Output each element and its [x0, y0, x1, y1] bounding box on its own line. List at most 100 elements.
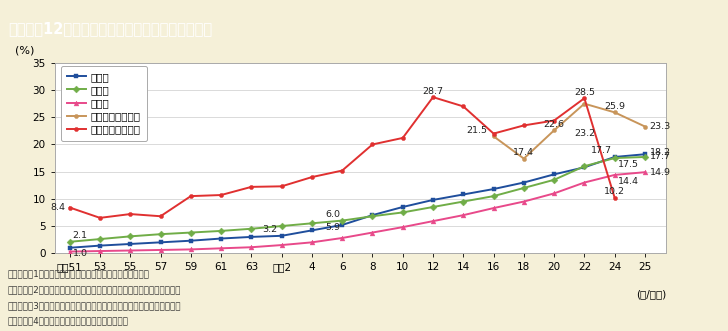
新司法試験合格者 — [550, 128, 558, 132]
Text: 3．検察官，司法試験合格者については法務省資料より作成。: 3．検察官，司法試験合格者については法務省資料より作成。 — [7, 301, 181, 310]
検察官 — [368, 231, 377, 235]
裁判官 — [520, 180, 529, 184]
裁判官 — [157, 240, 165, 244]
裁判官 — [186, 239, 195, 243]
検察官 — [307, 240, 316, 244]
弁護士 — [307, 221, 316, 225]
旧司法試験合格者 — [459, 104, 467, 108]
Text: 6.0: 6.0 — [325, 210, 341, 219]
Text: 17.5: 17.5 — [617, 160, 638, 169]
Text: 18.2: 18.2 — [649, 148, 670, 157]
旧司法試験合格者 — [429, 95, 438, 99]
裁判官 — [459, 193, 467, 197]
裁判官 — [217, 237, 226, 241]
検察官 — [429, 219, 438, 223]
検察官 — [610, 173, 619, 177]
Text: (年/年度): (年/年度) — [636, 289, 666, 299]
Text: 10.2: 10.2 — [604, 187, 625, 196]
弁護士 — [126, 234, 135, 238]
Text: １－１－12図　司法分野における女性割合の推移: １－１－12図 司法分野における女性割合の推移 — [9, 21, 213, 36]
旧司法試験合格者 — [217, 193, 226, 197]
Text: 8.4: 8.4 — [50, 203, 66, 212]
弁護士 — [429, 205, 438, 209]
検察官 — [247, 245, 256, 249]
旧司法試験合格者 — [398, 136, 407, 140]
検察官 — [459, 213, 467, 217]
裁判官 — [580, 165, 589, 169]
裁判官 — [641, 152, 649, 156]
旧司法試験合格者 — [307, 175, 316, 179]
Line: 弁護士: 弁護士 — [67, 155, 647, 244]
弁護士 — [217, 229, 226, 233]
旧司法試験合格者 — [157, 214, 165, 218]
旧司法試験合格者 — [186, 194, 195, 198]
Text: 4．司法試験合格者は各年度のデータ。: 4．司法試験合格者は各年度のデータ。 — [7, 316, 128, 325]
弁護士 — [580, 164, 589, 168]
Text: （備考）　1．裁判官については最高裁判所資料より作成。: （備考） 1．裁判官については最高裁判所資料より作成。 — [7, 270, 149, 279]
弁護士 — [277, 224, 286, 228]
裁判官 — [550, 172, 558, 176]
裁判官 — [247, 235, 256, 239]
旧司法試験合格者 — [95, 216, 104, 220]
裁判官 — [368, 213, 377, 217]
裁判官 — [277, 234, 286, 238]
弁護士 — [489, 194, 498, 198]
裁判官 — [489, 187, 498, 191]
弁護士 — [368, 214, 377, 218]
裁判官 — [307, 228, 316, 232]
弁護士 — [247, 227, 256, 231]
検察官 — [217, 246, 226, 250]
Text: 17.7: 17.7 — [649, 153, 670, 162]
裁判官 — [429, 198, 438, 202]
Text: 23.2: 23.2 — [574, 129, 595, 138]
新司法試験合格者 — [489, 134, 498, 138]
弁護士 — [398, 211, 407, 214]
Text: 1.0: 1.0 — [73, 250, 88, 259]
Line: 旧司法試験合格者: 旧司法試験合格者 — [68, 95, 617, 220]
Text: 3.2: 3.2 — [262, 225, 277, 234]
新司法試験合格者 — [580, 102, 589, 106]
検察官 — [277, 243, 286, 247]
Text: 5.9: 5.9 — [325, 223, 341, 232]
弁護士 — [459, 200, 467, 204]
検察官 — [95, 249, 104, 253]
旧司法試験合格者 — [247, 185, 256, 189]
Text: 14.4: 14.4 — [617, 176, 638, 186]
新司法試験合格者 — [520, 157, 529, 161]
裁判官 — [126, 242, 135, 246]
Text: 28.7: 28.7 — [422, 86, 443, 96]
弁護士 — [610, 156, 619, 160]
新司法試験合格者 — [610, 111, 619, 115]
Text: 23.3: 23.3 — [649, 122, 670, 131]
弁護士 — [550, 178, 558, 182]
旧司法試験合格者 — [66, 206, 74, 210]
Text: 22.6: 22.6 — [544, 120, 565, 129]
旧司法試験合格者 — [368, 142, 377, 146]
Text: 2．弁護士については日本弁護士連合会事務局資料より作成。: 2．弁護士については日本弁護士連合会事務局資料より作成。 — [7, 285, 181, 294]
弁護士 — [66, 240, 74, 244]
検察官 — [550, 191, 558, 195]
弁護士 — [95, 237, 104, 241]
検察官 — [66, 250, 74, 254]
新司法試験合格者 — [641, 124, 649, 128]
Text: 28.5: 28.5 — [574, 88, 595, 97]
旧司法試験合格者 — [550, 118, 558, 122]
旧司法試験合格者 — [489, 132, 498, 136]
検察官 — [520, 200, 529, 204]
検察官 — [126, 249, 135, 253]
弁護士 — [186, 231, 195, 235]
Text: 14.9: 14.9 — [649, 168, 670, 177]
裁判官 — [95, 244, 104, 248]
旧司法試験合格者 — [277, 184, 286, 188]
Text: (%): (%) — [15, 45, 34, 55]
旧司法試験合格者 — [126, 212, 135, 216]
検察官 — [186, 248, 195, 252]
弁護士 — [338, 218, 347, 222]
Line: 新司法試験合格者: 新司法試験合格者 — [491, 102, 647, 161]
Text: 17.7: 17.7 — [590, 146, 612, 155]
裁判官 — [338, 223, 347, 227]
弁護士 — [641, 155, 649, 159]
検察官 — [580, 180, 589, 184]
Text: 2.1: 2.1 — [73, 231, 88, 240]
検察官 — [338, 236, 347, 240]
